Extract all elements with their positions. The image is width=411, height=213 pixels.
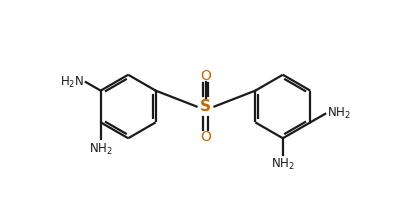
Text: NH$_2$: NH$_2$ xyxy=(327,106,351,121)
Text: O: O xyxy=(200,130,211,144)
Text: NH$_2$: NH$_2$ xyxy=(89,141,113,157)
Text: NH$_2$: NH$_2$ xyxy=(271,157,295,173)
Text: H$_2$N: H$_2$N xyxy=(60,75,84,90)
Text: O: O xyxy=(200,69,211,83)
Text: S: S xyxy=(200,99,211,114)
